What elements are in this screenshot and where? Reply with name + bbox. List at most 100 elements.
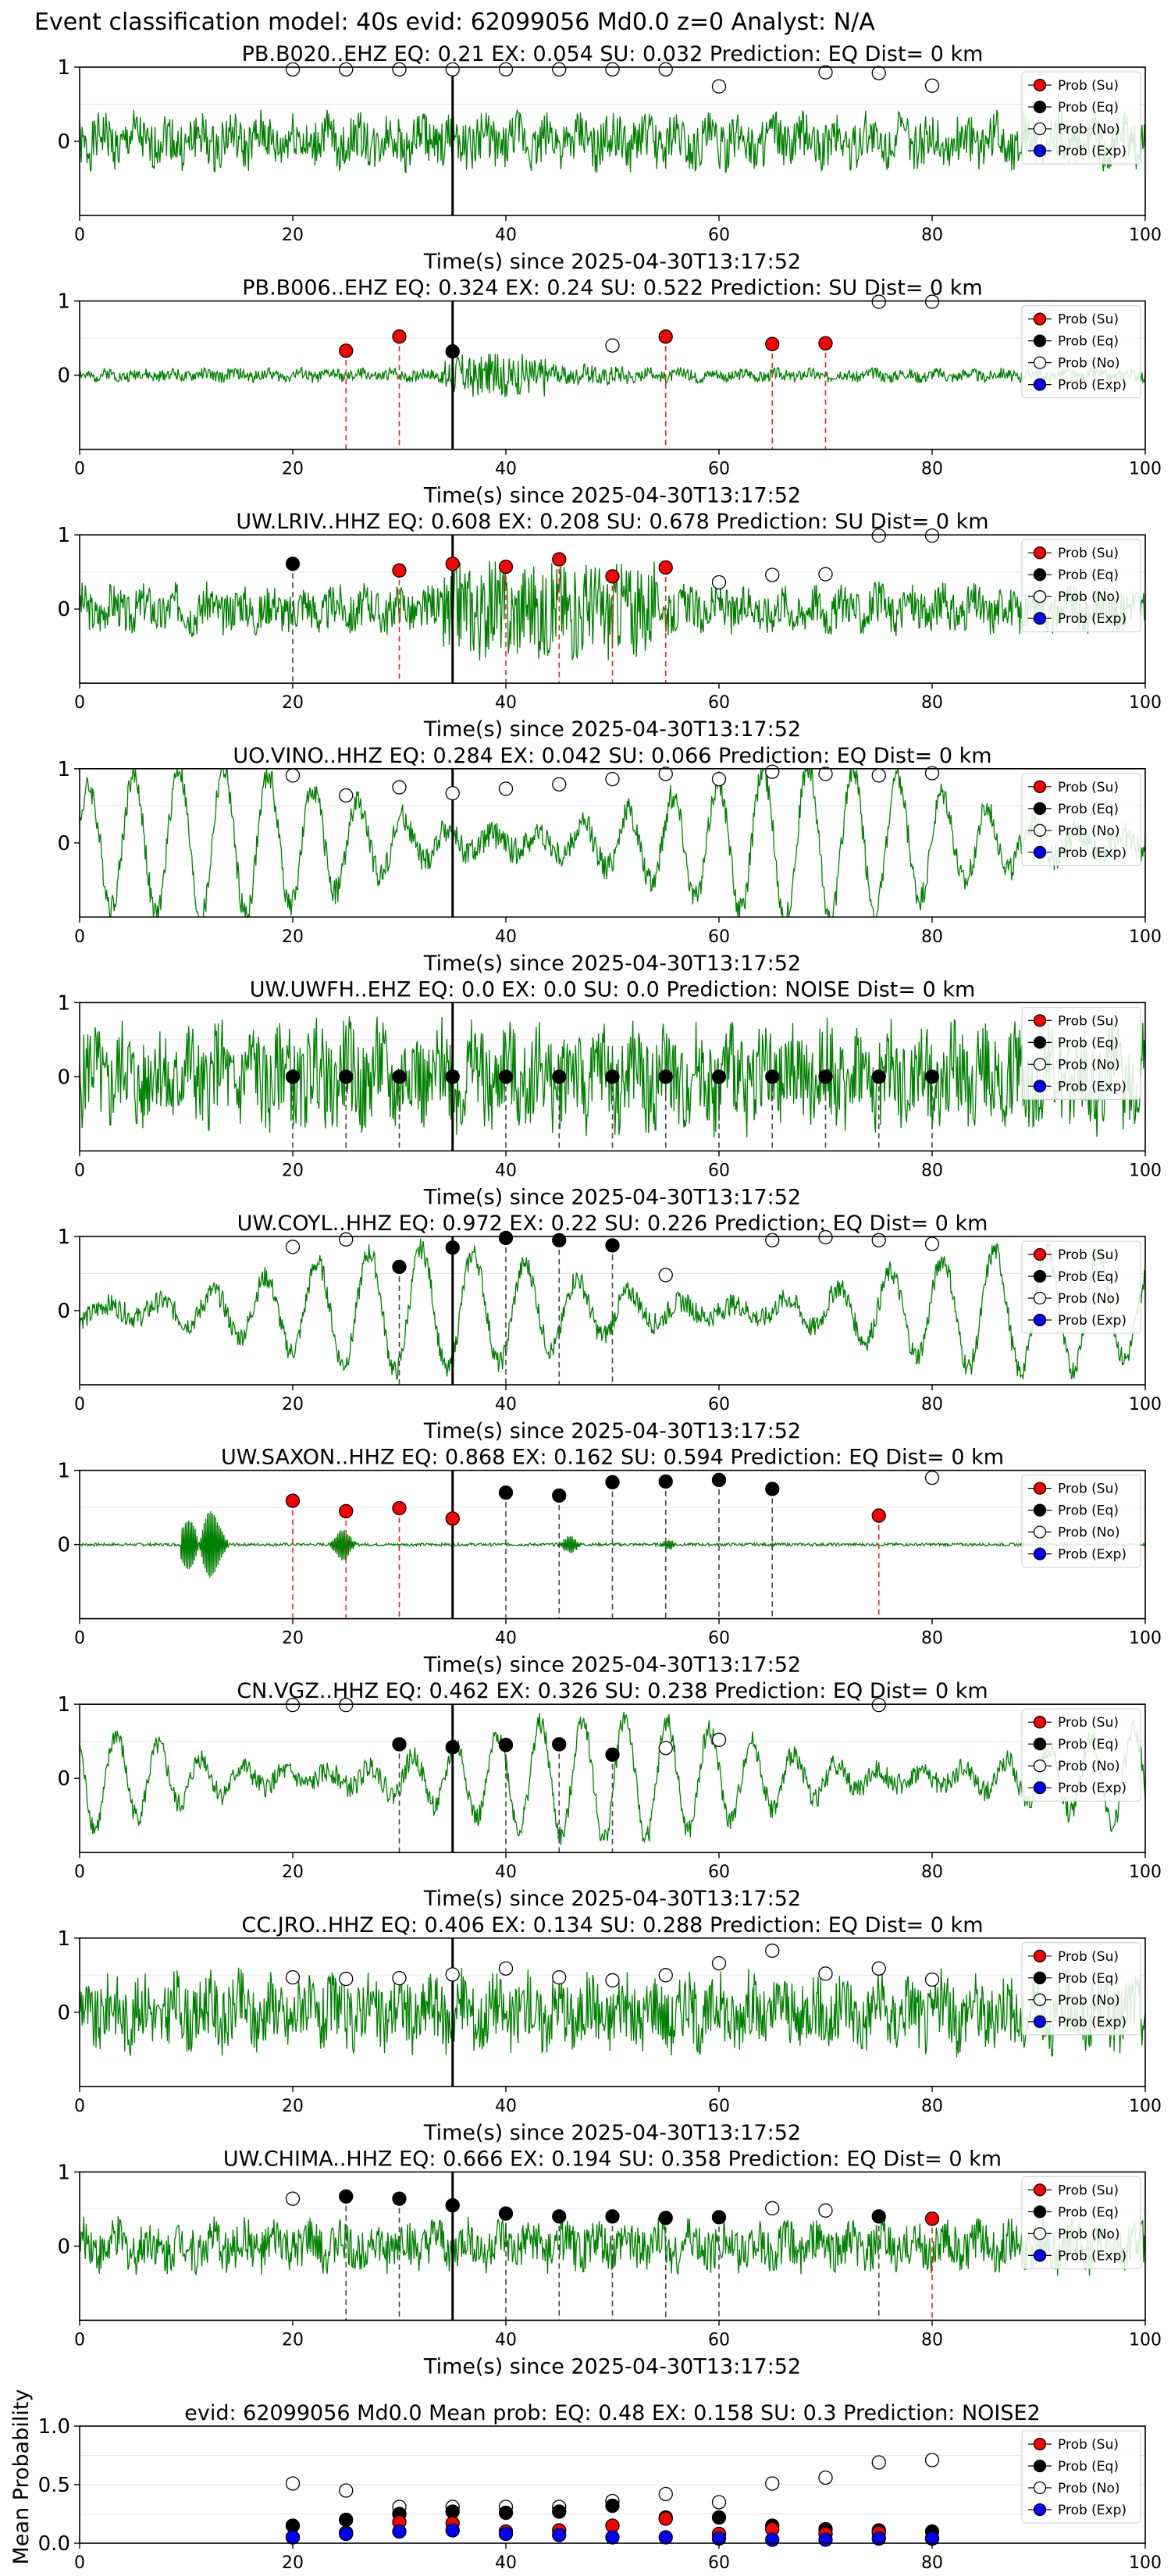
prob-marker-eq bbox=[711, 1069, 727, 1084]
x-tick-label: 60 bbox=[708, 2097, 730, 2116]
y-tick-label: 0 bbox=[57, 2235, 70, 2258]
prob-marker-su bbox=[818, 336, 833, 350]
legend-marker-no bbox=[1033, 122, 1047, 136]
legend-label-eq: Prob (Eq) bbox=[1058, 568, 1119, 583]
x-tick-label: 0 bbox=[74, 2553, 85, 2573]
x-axis-label: Time(s) since 2025-04-30T13:17:52 bbox=[423, 1653, 801, 1678]
prob-marker-eq bbox=[285, 557, 301, 571]
prob-marker-eq bbox=[871, 1069, 886, 1084]
legend-label-eq: Prob (Eq) bbox=[1058, 802, 1119, 817]
legend-marker-no bbox=[1033, 2481, 1047, 2495]
x-tick-label: 40 bbox=[495, 460, 517, 479]
prob-marker-su bbox=[445, 1511, 460, 1526]
prob-marker-su bbox=[871, 1508, 886, 1523]
legend-label-exp: Prob (Exp) bbox=[1058, 2015, 1127, 2030]
x-axis-label: Time(s) since 2025-04-30T13:17:52 bbox=[423, 717, 801, 742]
prob-marker-no bbox=[339, 1232, 354, 1247]
legend-marker-su bbox=[1033, 1482, 1047, 1495]
y-tick-label: 0 bbox=[57, 832, 70, 856]
x-tick-label: 100 bbox=[1129, 226, 1162, 245]
y-tick-label: 1 bbox=[57, 524, 70, 547]
legend-label-eq: Prob (Eq) bbox=[1058, 1971, 1119, 1987]
prob-marker-no bbox=[339, 788, 354, 803]
legend-label-eq: Prob (Eq) bbox=[1058, 1737, 1119, 1752]
legend-marker-eq bbox=[1033, 1738, 1047, 1751]
prob-marker-no bbox=[285, 2191, 301, 2206]
prob-marker-su bbox=[658, 560, 673, 575]
legend-marker-no bbox=[1033, 1058, 1047, 1071]
prob-marker-no bbox=[498, 62, 514, 76]
legend-marker-no bbox=[1033, 356, 1047, 369]
x-tick-label: 80 bbox=[921, 1395, 943, 1414]
panel-title: PB.B006..EHZ EQ: 0.324 EX: 0.24 SU: 0.52… bbox=[242, 276, 982, 301]
prob-marker-eq bbox=[924, 1069, 940, 1084]
legend-label-no: Prob (No) bbox=[1058, 1057, 1120, 1073]
prob-marker-eq bbox=[711, 2210, 727, 2225]
y-tick-label: 0.0 bbox=[38, 2532, 70, 2556]
panel-8: CC.JRO..HHZ EQ: 0.406 EX: 0.134 SU: 0.28… bbox=[57, 1913, 1162, 2145]
legend-marker-no bbox=[1033, 590, 1047, 603]
legend-label-su: Prob (Su) bbox=[1058, 546, 1119, 561]
prob-marker-no bbox=[605, 1973, 620, 1988]
prob-marker-eq bbox=[658, 2211, 673, 2226]
x-axis-label: Time(s) since 2025-04-30T13:17:52 bbox=[423, 1185, 801, 1209]
prob-marker-eq bbox=[498, 1485, 514, 1500]
x-tick-label: 40 bbox=[495, 2097, 517, 2116]
y-tick-label: 1 bbox=[57, 56, 70, 80]
mean-prob-marker-no bbox=[711, 2495, 727, 2510]
prob-marker-eq bbox=[552, 1737, 567, 1752]
prob-marker-no bbox=[711, 771, 727, 787]
legend-marker-no bbox=[1033, 1291, 1047, 1305]
x-tick-label: 60 bbox=[708, 1629, 730, 1649]
mean-prob-marker-su bbox=[658, 2511, 673, 2526]
legend-label-su: Prob (Su) bbox=[1058, 1247, 1119, 1263]
mean-prob-marker-no bbox=[339, 2483, 354, 2498]
x-tick-label: 100 bbox=[1129, 2553, 1162, 2573]
legend-label-su: Prob (Su) bbox=[1058, 1013, 1119, 1029]
x-axis-label: Time(s) since 2025-04-30T13:17:52 bbox=[423, 2354, 801, 2379]
legend-label-exp: Prob (Exp) bbox=[1058, 144, 1127, 159]
legend-label-exp: Prob (Exp) bbox=[1058, 378, 1127, 393]
x-tick-label: 20 bbox=[282, 693, 304, 713]
waveform-trace bbox=[79, 108, 1146, 174]
prob-marker-no bbox=[871, 528, 886, 543]
legend-marker-exp bbox=[1033, 1547, 1047, 1560]
prob-marker-no bbox=[765, 568, 780, 582]
x-tick-label: 20 bbox=[282, 460, 304, 479]
prob-marker-su bbox=[658, 329, 673, 344]
y-tick-label: 0 bbox=[57, 130, 70, 154]
legend-marker-su bbox=[1033, 1247, 1047, 1261]
panel-title: UW.UWFH..EHZ EQ: 0.0 EX: 0.0 SU: 0.0 Pre… bbox=[250, 977, 976, 1002]
legend-label-no: Prob (No) bbox=[1058, 2226, 1120, 2242]
panel-title: UW.CHIMA..HHZ EQ: 0.666 EX: 0.194 SU: 0.… bbox=[223, 2147, 1002, 2171]
prob-marker-no bbox=[924, 294, 940, 309]
prob-marker-eq bbox=[552, 1488, 567, 1503]
mean-prob-marker-exp bbox=[765, 2532, 780, 2547]
legend-label-no: Prob (No) bbox=[1058, 122, 1120, 137]
x-tick-label: 100 bbox=[1129, 1395, 1162, 1414]
x-tick-label: 100 bbox=[1129, 2097, 1162, 2116]
x-axis-label: Time(s) since 2025-04-30T13:17:52 bbox=[423, 1419, 801, 1443]
legend-box bbox=[1021, 1006, 1141, 1100]
x-tick-label: 40 bbox=[495, 1863, 517, 1882]
prob-marker-no bbox=[285, 1240, 301, 1254]
legend-box bbox=[1021, 305, 1141, 399]
x-axis-label: Time(s) since 2025-04-30T13:17:52 bbox=[423, 250, 801, 274]
legend-label-eq: Prob (Eq) bbox=[1058, 1035, 1119, 1051]
legend-marker-no bbox=[1033, 1759, 1047, 1773]
legend-marker-eq bbox=[1033, 1503, 1047, 1517]
prob-marker-no bbox=[605, 62, 620, 76]
x-tick-label: 20 bbox=[282, 1161, 304, 1180]
x-tick-label: 0 bbox=[74, 460, 85, 479]
x-tick-label: 0 bbox=[74, 1629, 85, 1649]
prob-marker-no bbox=[285, 1969, 301, 1985]
prob-marker-no bbox=[552, 1969, 567, 1985]
x-tick-label: 100 bbox=[1129, 1161, 1162, 1180]
mean-prob-marker-no bbox=[285, 2476, 301, 2491]
x-tick-label: 80 bbox=[921, 693, 943, 713]
legend-marker-no bbox=[1033, 1993, 1047, 2006]
prob-marker-eq bbox=[392, 1259, 407, 1275]
legend-marker-eq bbox=[1033, 1971, 1047, 1984]
prob-marker-eq bbox=[552, 1233, 567, 1247]
prob-marker-no bbox=[924, 528, 940, 543]
